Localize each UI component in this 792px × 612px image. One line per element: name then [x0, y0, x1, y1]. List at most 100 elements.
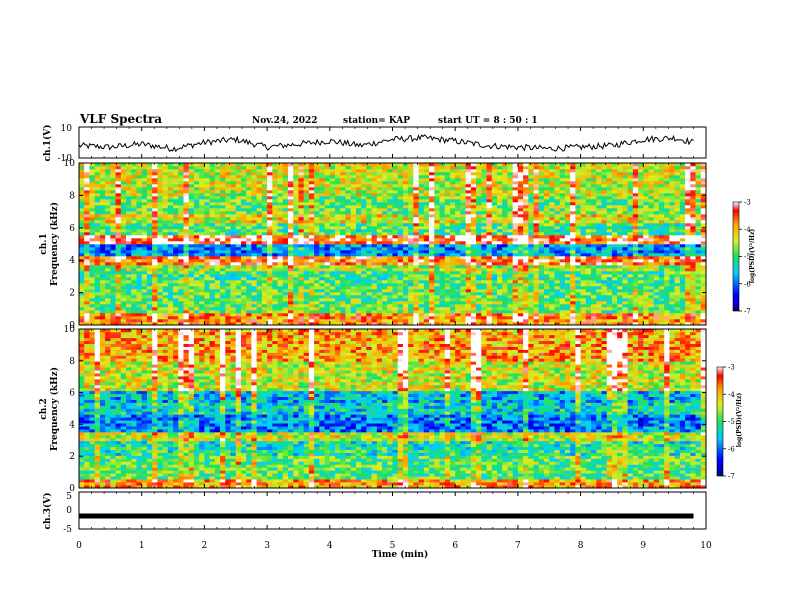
spectrogram-cell — [460, 241, 466, 244]
spectrogram-cell — [84, 175, 90, 178]
spectrogram-cell — [366, 310, 372, 313]
spectrogram-cell — [251, 274, 257, 277]
spectrogram-cell — [220, 289, 226, 292]
spectrogram-cell — [471, 274, 477, 277]
spectrogram-cell — [79, 277, 85, 280]
spectrogram-cell — [262, 190, 268, 193]
spectrogram-cell — [445, 295, 451, 298]
spectrogram-cell — [507, 181, 513, 184]
spectrogram-cell — [84, 238, 90, 241]
spectrogram-cell — [372, 184, 378, 187]
spectrogram-cell — [445, 232, 451, 235]
spectrogram-cell — [487, 235, 493, 238]
spectrogram-cell — [210, 229, 216, 232]
spectrogram-cell — [199, 244, 205, 247]
spectrogram-cell — [142, 271, 148, 274]
spectrogram-cell — [136, 289, 142, 292]
spectrogram-cell — [487, 169, 493, 172]
spectrogram-cell — [382, 208, 388, 211]
spectrogram-cell — [325, 193, 331, 196]
spectrogram-cell — [267, 298, 273, 301]
spectrogram-cell — [398, 310, 404, 313]
spectrogram-cell — [309, 262, 315, 265]
spectrogram-cell — [314, 292, 320, 295]
spectrogram-cell — [528, 211, 534, 214]
spectrogram-cell — [126, 280, 132, 283]
spectrogram-cell — [471, 229, 477, 232]
spectrogram-cell — [372, 247, 378, 250]
spectrogram-cell — [257, 316, 263, 319]
spectrogram-cell — [487, 262, 493, 265]
spectrogram-cell — [257, 193, 263, 196]
spectrogram-cell — [147, 319, 153, 322]
spectrogram-cell — [220, 178, 226, 181]
spectrogram-cell — [487, 250, 493, 253]
spectrogram-cell — [513, 283, 519, 286]
spectrogram-cell — [189, 196, 195, 199]
spectrogram-cell — [403, 190, 409, 193]
spectrogram-cell — [298, 313, 304, 316]
spectrogram-cell — [361, 292, 367, 295]
spectrogram-cell — [173, 199, 179, 202]
spectrogram-cell — [116, 262, 122, 265]
spectrogram-cell — [267, 310, 273, 313]
spectrogram-cell — [450, 202, 456, 205]
spectrogram-cell — [121, 244, 127, 247]
spectrogram-cell — [121, 304, 127, 307]
spectrogram-cell — [403, 181, 409, 184]
spectrogram-cell — [189, 226, 195, 229]
spectrogram-cell — [497, 187, 503, 190]
spectrogram-cell — [225, 205, 231, 208]
spectrogram-cell — [246, 304, 252, 307]
spectrogram-cell — [466, 235, 472, 238]
spectrogram-cell — [304, 214, 310, 217]
spectrogram-cell — [492, 232, 498, 235]
spectrogram-cell — [366, 223, 372, 226]
spectrogram-cell — [194, 262, 200, 265]
spectrogram-cell — [330, 166, 336, 169]
spectrogram-cell — [272, 286, 278, 289]
spectrogram-cell — [142, 211, 148, 214]
spectrogram-cell — [492, 307, 498, 310]
spectrogram-cell — [387, 289, 393, 292]
spectrogram-cell — [309, 301, 315, 304]
spectrogram-cell — [178, 169, 184, 172]
spectrogram-cell — [319, 235, 325, 238]
spectrogram-cell — [429, 301, 435, 304]
spectrogram-cell — [210, 196, 216, 199]
spectrogram-cell — [225, 250, 231, 253]
spectrogram-cell — [304, 313, 310, 316]
spectrogram-cell — [481, 217, 487, 220]
spectrogram-cell — [105, 178, 111, 181]
spectrogram-cell — [471, 205, 477, 208]
spectrogram-cell — [408, 175, 414, 178]
spectrogram-cell — [278, 259, 284, 262]
spectrogram-cell — [340, 214, 346, 217]
spectrogram-cell — [398, 244, 404, 247]
spectrogram-cell — [220, 277, 226, 280]
spectrogram-cell — [152, 301, 158, 304]
spectrogram-cell — [424, 280, 430, 283]
spectrogram-cell — [356, 232, 362, 235]
spectrogram-cell — [434, 244, 440, 247]
spectrogram-cell — [372, 256, 378, 259]
spectrogram-cell — [189, 181, 195, 184]
spectrogram-cell — [408, 229, 414, 232]
spectrogram-cell — [100, 250, 106, 253]
spectrogram-cell — [398, 226, 404, 229]
spectrogram-cell — [424, 289, 430, 292]
spectrogram-cell — [293, 283, 299, 286]
spectrogram-cell — [220, 175, 226, 178]
spectrogram-cell — [272, 214, 278, 217]
spectrogram-cell — [184, 286, 190, 289]
spectrogram-cell — [382, 187, 388, 190]
spectrogram-cell — [220, 190, 226, 193]
spectrogram-cell — [272, 256, 278, 259]
spectrogram-cell — [157, 265, 163, 268]
spectrogram-cell — [157, 193, 163, 196]
spectrogram-cell — [184, 199, 190, 202]
spectrogram-cell — [278, 253, 284, 256]
spectrogram-cell — [445, 265, 451, 268]
spectrogram-cell — [372, 250, 378, 253]
spectrogram-cell — [95, 175, 101, 178]
